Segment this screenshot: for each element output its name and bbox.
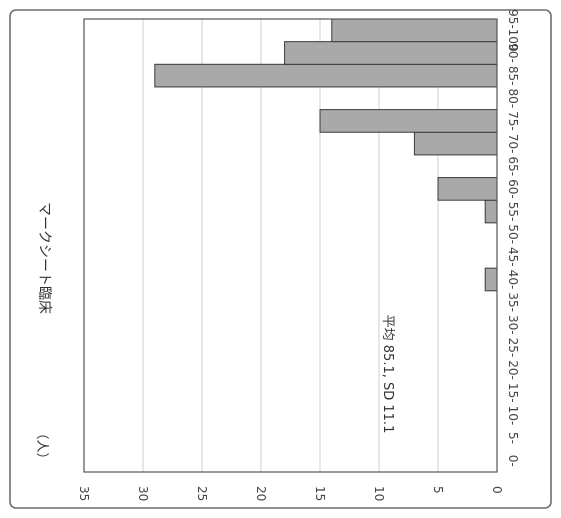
chart-title: マークシート臨床 bbox=[36, 202, 52, 314]
category-tick-label: 35- bbox=[506, 292, 520, 312]
category-tick-label: 60- bbox=[506, 179, 520, 199]
value-tick-label: 25 bbox=[195, 486, 209, 501]
plot-area bbox=[83, 18, 498, 473]
category-axis-ticks: 0- 5- 10- 15- 20- 25- 30- 35- 40- 45- 50- 55- 60- 65-… bbox=[506, 9, 520, 467]
unit-label: （人） bbox=[34, 426, 49, 465]
bar-60 bbox=[437, 177, 498, 201]
bar-85 bbox=[154, 63, 498, 88]
category-tick-label: 30- bbox=[506, 315, 520, 335]
bar-55 bbox=[484, 199, 498, 224]
bar-95-100 bbox=[331, 18, 498, 43]
bar-70 bbox=[413, 131, 498, 156]
category-tick-label: 95-100 bbox=[506, 9, 520, 52]
category-tick-label: 85- bbox=[506, 66, 520, 86]
category-tick-label: 45- bbox=[506, 247, 520, 267]
value-tick-label: 15 bbox=[313, 486, 327, 501]
category-tick-label: 75- bbox=[506, 111, 520, 131]
category-tick-label: 70- bbox=[506, 134, 520, 154]
bar-75 bbox=[319, 109, 498, 133]
value-tick-label: 35 bbox=[77, 486, 91, 501]
category-tick-label: 25- bbox=[506, 338, 520, 358]
mean-sd-annotation: 平均 85.1, SD 11.1 bbox=[380, 315, 395, 434]
category-tick-label: 80- bbox=[506, 88, 520, 108]
category-tick-label: 65- bbox=[506, 156, 520, 176]
value-tick-label: 5 bbox=[431, 486, 445, 494]
bar-90 bbox=[284, 41, 498, 65]
category-tick-label: 10- bbox=[506, 406, 520, 426]
category-tick-label: 20- bbox=[506, 360, 520, 380]
chart-frame bbox=[9, 9, 552, 509]
value-tick-label: 20 bbox=[254, 486, 268, 501]
category-tick-label: 90- bbox=[506, 43, 520, 63]
category-tick-label: 5- bbox=[506, 432, 520, 444]
value-tick-label: 10 bbox=[372, 486, 386, 501]
grid-lines bbox=[142, 19, 439, 472]
category-tick-label: 40- bbox=[506, 270, 520, 290]
value-tick-label: 30 bbox=[136, 486, 150, 501]
category-tick-label: 0- bbox=[506, 455, 520, 467]
value-axis-ticks: 0 5 10 15 20 25 30 35 bbox=[77, 486, 504, 501]
value-tick-label: 0 bbox=[490, 486, 504, 494]
category-tick-label: 50- bbox=[506, 224, 520, 244]
category-tick-label: 55- bbox=[506, 202, 520, 222]
bars bbox=[154, 18, 498, 292]
category-tick-label: 15- bbox=[506, 383, 520, 403]
bar-40 bbox=[484, 267, 498, 292]
